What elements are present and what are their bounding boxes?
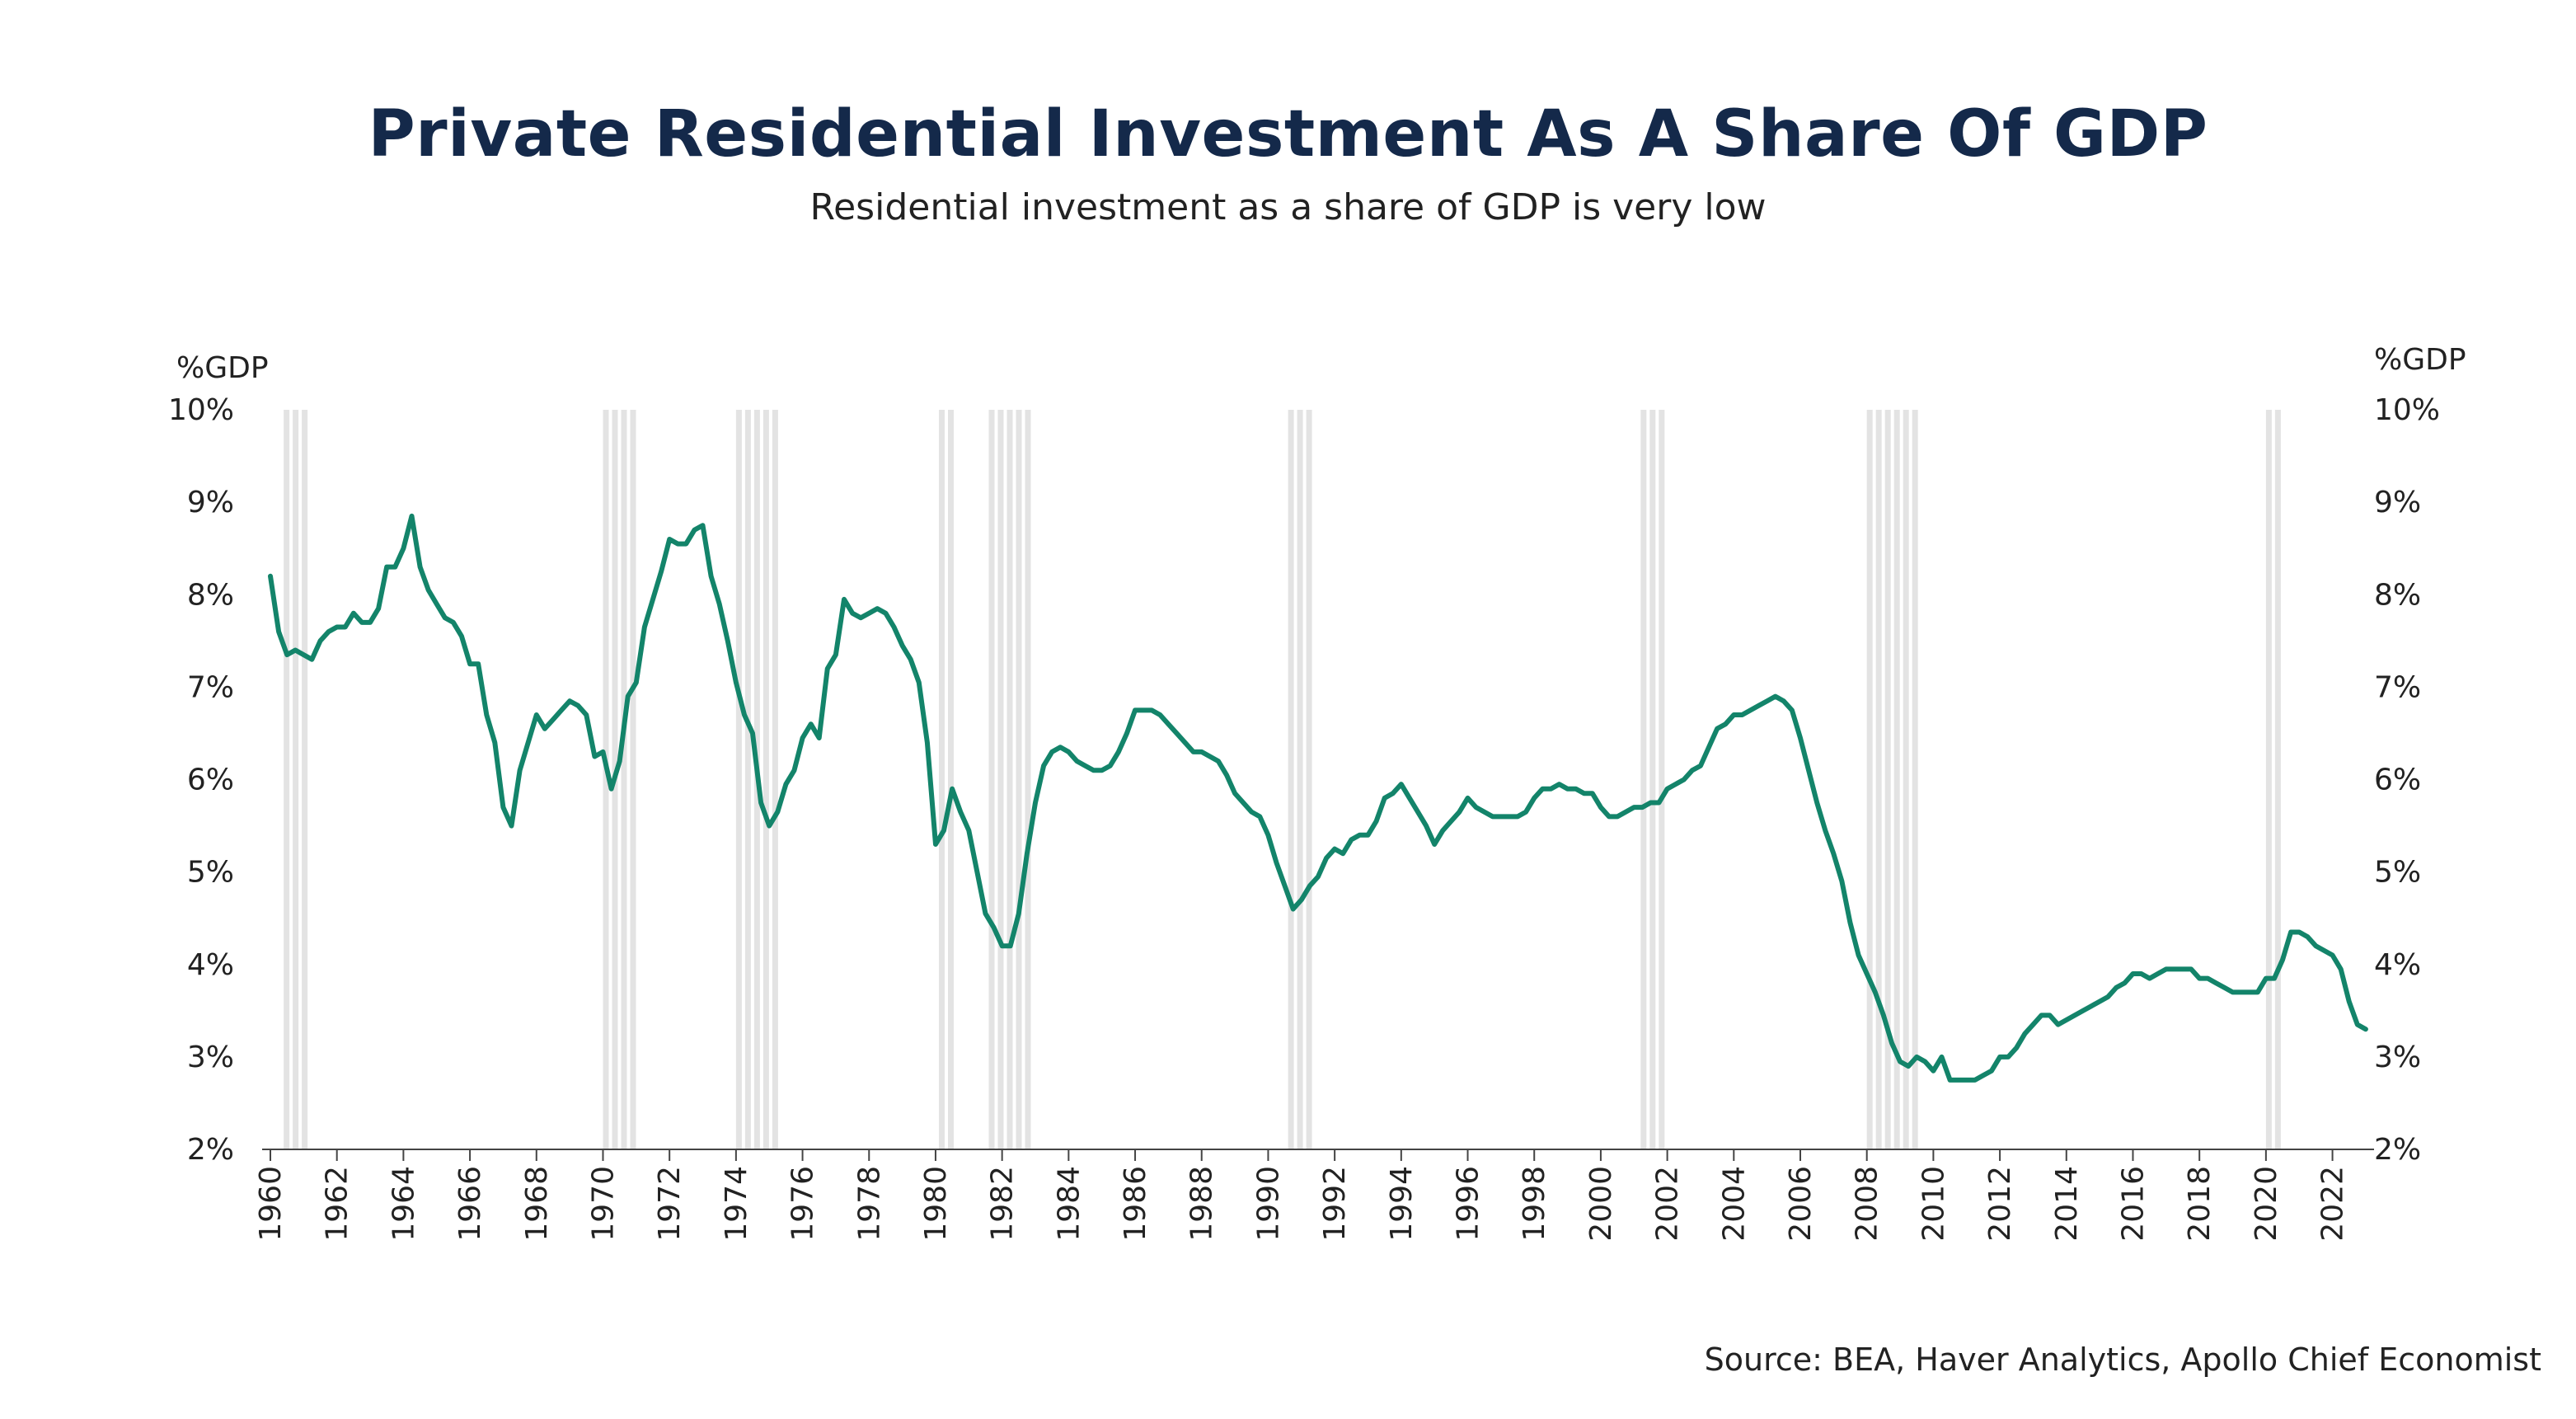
recession-stripe [621, 410, 627, 1149]
recession-stripe [1903, 410, 1909, 1149]
recession-stripe [1306, 410, 1312, 1149]
y-tick-label-right: 9% [2374, 486, 2421, 519]
y-tick-label-left: 10% [168, 393, 234, 427]
x-tick-label: 1970 [587, 1166, 621, 1242]
recession-stripe [630, 410, 636, 1149]
series-layer [268, 513, 2368, 1083]
chart-subtitle: Residential investment as a share of GDP… [809, 186, 1767, 228]
chart-axes: %GDP %GDP 2% 2% 3% 3% 4% 4% 5% 5% 6% 6% 7% 7% 8% 8% 9%… [168, 343, 2466, 1242]
recession-band [939, 410, 954, 1149]
x-tick-label: 1988 [1185, 1166, 1219, 1242]
x-tick-label: 1962 [321, 1166, 354, 1242]
recession-stripe [735, 410, 742, 1149]
recession-stripe [1640, 410, 1647, 1149]
recession-band [1640, 410, 1665, 1149]
recession-stripe [744, 410, 751, 1149]
x-tick-label: 2012 [1983, 1166, 2017, 1242]
x-tick-label: 1992 [1318, 1166, 1352, 1242]
y-tick-label-right: 8% [2374, 578, 2421, 612]
recession-stripe [1025, 410, 1031, 1149]
recession-stripe [1659, 410, 1665, 1149]
y-axis-label-right: %GDP [2374, 343, 2466, 377]
recession-band [988, 410, 1031, 1149]
y-tick-label-left: 6% [187, 764, 234, 797]
x-tick-label: 2022 [2316, 1166, 2350, 1242]
y-tick-label-left: 9% [187, 486, 234, 519]
y-tick-label-left: 3% [187, 1041, 234, 1074]
x-tick-label: 1966 [453, 1166, 487, 1242]
x-tick-label: 1972 [653, 1166, 687, 1242]
recession-band [2265, 410, 2281, 1149]
y-tick-label-left: 4% [187, 948, 234, 982]
x-tick-label: 1976 [786, 1166, 820, 1242]
x-tick-label: 2000 [1584, 1166, 1618, 1242]
recession-stripe [1288, 410, 1294, 1149]
y-tick-label-right: 5% [2374, 856, 2421, 890]
recession-band [1288, 410, 1312, 1149]
recession-stripe [997, 410, 1004, 1149]
x-tick-label: 2008 [1851, 1166, 1884, 1242]
recession-stripe [1297, 410, 1303, 1149]
y-tick-label-left: 8% [187, 578, 234, 612]
recession-bands [284, 410, 2281, 1149]
x-tick-label: 1960 [254, 1166, 288, 1242]
x-tick-label: 1982 [986, 1166, 1020, 1242]
recession-stripe [1893, 410, 1900, 1149]
y-tick-label-right: 3% [2374, 1041, 2421, 1074]
x-tick-label: 2004 [1717, 1166, 1751, 1242]
recession-stripe [1649, 410, 1656, 1149]
x-tick-label: 2014 [2050, 1166, 2084, 1242]
recession-stripe [772, 410, 778, 1149]
source-note: Source: BEA, Haver Analytics, Apollo Chi… [1704, 1341, 2541, 1378]
recession-stripe [1884, 410, 1891, 1149]
recession-stripe [988, 410, 995, 1149]
series-line [268, 513, 2368, 1083]
y-axis-label-left: %GDP [176, 351, 269, 385]
y-tick-label-right: 6% [2374, 764, 2421, 797]
x-tick-label: 1964 [387, 1166, 420, 1242]
recession-band [284, 410, 308, 1149]
recession-stripe [1006, 410, 1013, 1149]
x-tick-label: 1974 [720, 1166, 753, 1242]
y-tick-label-right: 7% [2374, 670, 2421, 704]
recession-stripe [939, 410, 945, 1149]
recession-stripe [762, 410, 769, 1149]
x-tick-label: 1996 [1452, 1166, 1485, 1242]
x-tick-label: 1978 [852, 1166, 886, 1242]
y-tick-label-right: 2% [2374, 1133, 2421, 1167]
recession-stripe [1875, 410, 1882, 1149]
x-tick-label: 1980 [919, 1166, 953, 1242]
x-tick-label: 1968 [520, 1166, 554, 1242]
y-tick-label-left: 5% [187, 856, 234, 890]
recession-band [1866, 410, 1918, 1149]
recession-stripe [2265, 410, 2272, 1149]
x-tick-label: 2002 [1651, 1166, 1685, 1242]
x-tick-label: 2010 [1917, 1166, 1950, 1242]
x-tick-label: 2006 [1784, 1166, 1818, 1242]
recession-stripe [603, 410, 609, 1149]
recession-stripe [293, 410, 299, 1149]
x-tick-label: 2018 [2183, 1166, 2217, 1242]
recession-stripe [2274, 410, 2281, 1149]
y-tick-label-left: 2% [187, 1133, 234, 1167]
recession-stripe [948, 410, 954, 1149]
x-tick-label: 2016 [2117, 1166, 2151, 1242]
recession-stripe [284, 410, 290, 1149]
x-tick-label: 1994 [1385, 1166, 1419, 1242]
recession-stripe [302, 410, 308, 1149]
x-tick-label: 2020 [2250, 1166, 2283, 1242]
recession-stripe [1912, 410, 1918, 1149]
chart-title: Private Residential Investment As A Shar… [368, 97, 2208, 172]
x-tick-label: 1984 [1052, 1166, 1086, 1242]
recession-stripe [1016, 410, 1022, 1149]
y-tick-label-right: 4% [2374, 948, 2421, 982]
y-tick-label-left: 7% [187, 670, 234, 704]
recession-stripe [1866, 410, 1873, 1149]
y-tick-label-right: 10% [2374, 393, 2440, 427]
x-tick-label: 1986 [1119, 1166, 1152, 1242]
x-tick-label: 1998 [1518, 1166, 1551, 1242]
x-tick-label: 1990 [1251, 1166, 1285, 1242]
